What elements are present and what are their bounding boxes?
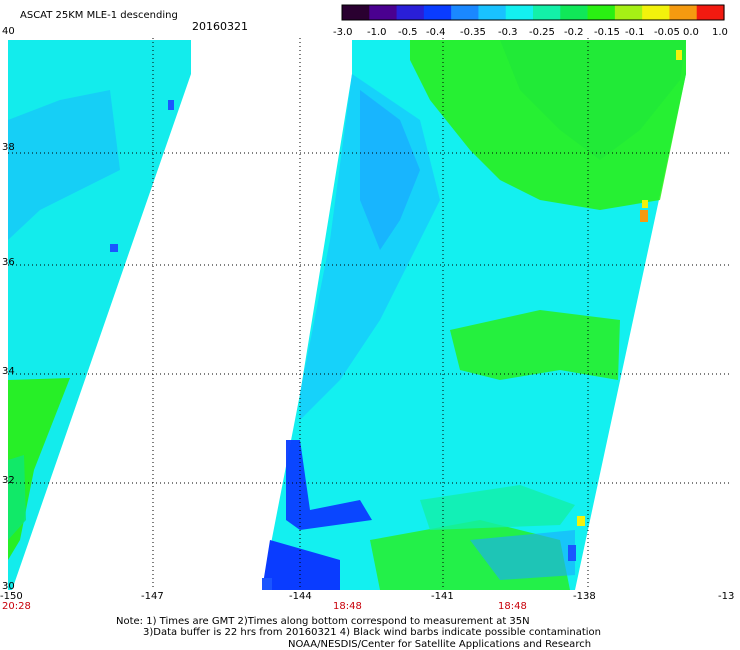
- note-line-1: Note: 1) Times are GMT 2)Times along bot…: [116, 616, 530, 627]
- colorbar-cell: [423, 5, 452, 20]
- colorbar-cell: [614, 5, 643, 20]
- lat-label: 36: [2, 257, 15, 268]
- cbar-tick: -0.4: [426, 27, 446, 38]
- cbar-tick: -0.35: [460, 27, 486, 38]
- cbar-tick: -0.5: [398, 27, 418, 38]
- cbar-tick: 1.0: [712, 27, 728, 38]
- lon-label: -141: [431, 591, 454, 602]
- colorbar-cell: [642, 5, 671, 20]
- colorbar-cell: [533, 5, 561, 20]
- cbar-tick: -0.2: [564, 27, 584, 38]
- cbar-tick: -0.25: [529, 27, 555, 38]
- lat-label: 38: [2, 142, 15, 153]
- cbar-tick: -1.0: [367, 27, 387, 38]
- note-line-2: 3)Data buffer is 22 hrs from 20160321 4)…: [143, 627, 601, 638]
- orange-pixel: [640, 210, 648, 222]
- lat-label: 40: [2, 26, 15, 37]
- lon-label: -147: [141, 591, 164, 602]
- colorbar-cell: [587, 5, 616, 20]
- colorbar-cell: [478, 5, 507, 20]
- cbar-tick: -0.3: [498, 27, 518, 38]
- left-swath: [8, 40, 191, 590]
- time-label: 18:48: [498, 601, 527, 612]
- note-line-3: NOAA/NESDIS/Center for Satellite Applica…: [288, 639, 592, 650]
- blue-pixel-left-top: [168, 100, 174, 110]
- blue-pixel-left: [110, 244, 118, 252]
- lat-label: 34: [2, 366, 15, 377]
- cbar-tick: 0.0: [683, 27, 699, 38]
- time-label: 20:28: [2, 601, 31, 612]
- colorbar-cell: [342, 5, 370, 20]
- colorbar-cell: [696, 5, 725, 20]
- lat-label: 32: [2, 475, 15, 486]
- product-title: ASCAT 25KM MLE-1 descending: [20, 10, 178, 21]
- lon-label: -150: [0, 591, 23, 602]
- colorbar-cell: [369, 5, 398, 20]
- cbar-tick: -0.1: [625, 27, 645, 38]
- lon-label: -138: [573, 591, 596, 602]
- lat-label: 30: [2, 581, 15, 592]
- cbar-tick: -3.0: [333, 27, 353, 38]
- time-label: 18:48: [333, 601, 362, 612]
- colorbar-cell: [505, 5, 534, 20]
- cbar-tick: -0.05: [654, 27, 680, 38]
- colorbar-cell: [669, 5, 698, 20]
- colorbar-cell: [560, 5, 589, 20]
- lon-label: -13: [718, 591, 735, 602]
- colorbar: [341, 4, 725, 21]
- colorbar-cell: [396, 5, 425, 20]
- colorbar-cell: [451, 5, 480, 20]
- lon-label: -144: [289, 591, 312, 602]
- product-date: 20160321: [192, 20, 248, 33]
- right-swath: [262, 40, 686, 590]
- graticule: [8, 38, 732, 590]
- cbar-tick: -0.15: [594, 27, 620, 38]
